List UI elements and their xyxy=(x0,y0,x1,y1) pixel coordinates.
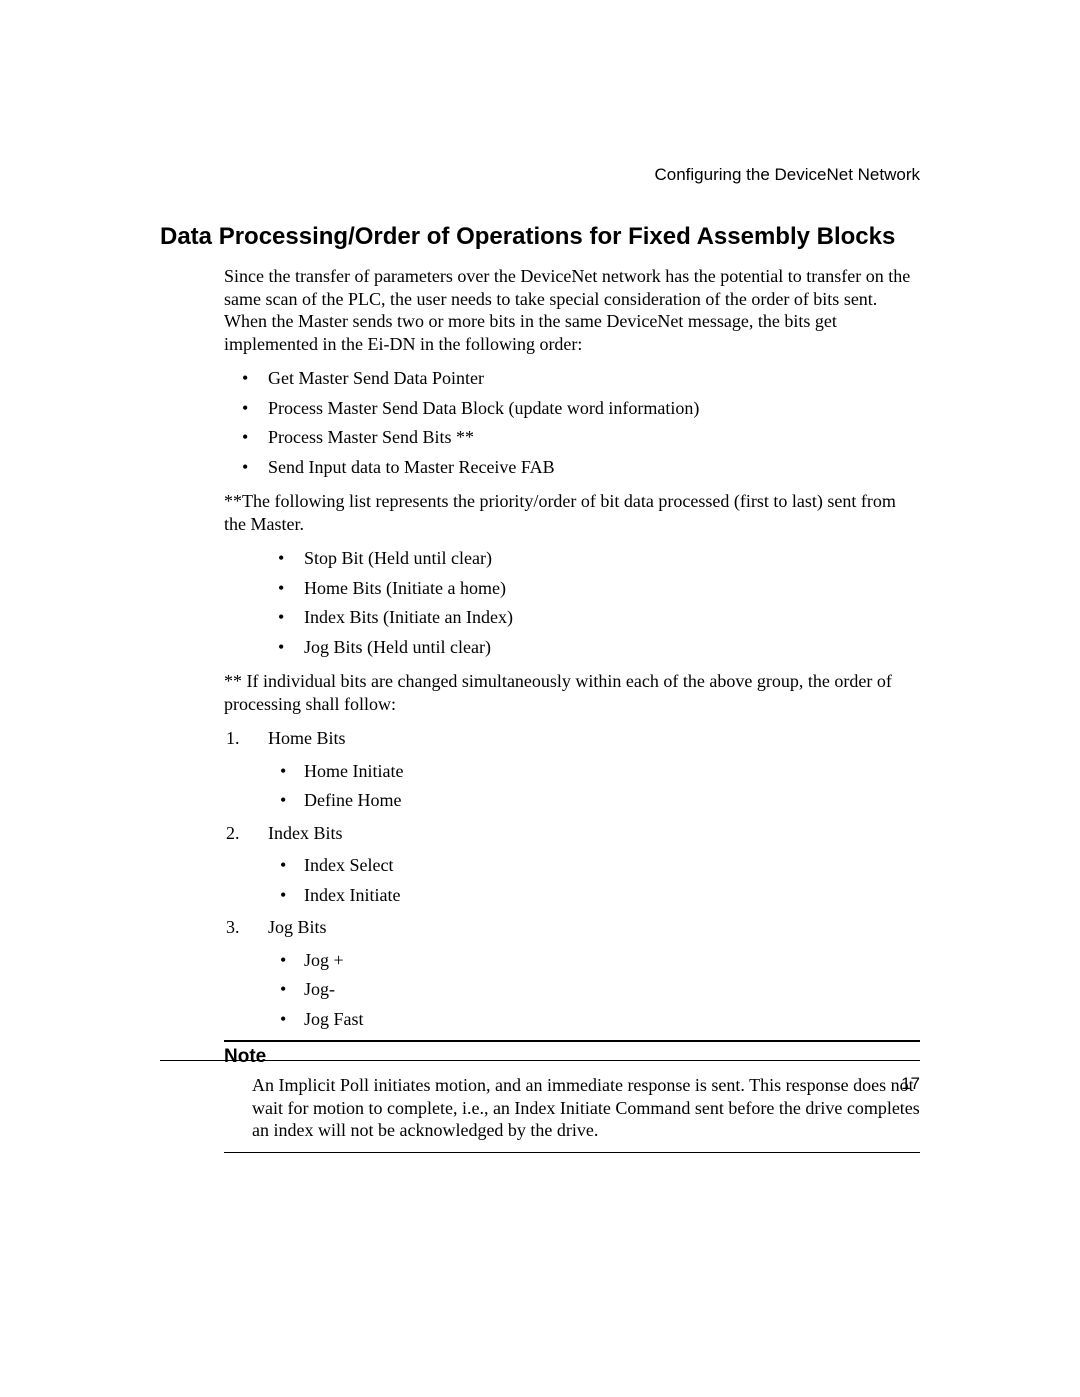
list-item: Home Bits (Initiate a home) xyxy=(260,577,920,600)
priority-list: Stop Bit (Held until clear) Home Bits (I… xyxy=(260,547,920,658)
list-item: Jog + xyxy=(268,949,920,972)
note-rule-bottom xyxy=(224,1152,920,1153)
group-label: Home Bits xyxy=(268,728,346,748)
list-item: Index Bits (Initiate an Index) xyxy=(260,606,920,629)
list-item: Get Master Send Data Pointer xyxy=(224,367,920,390)
list-item: Home Initiate xyxy=(268,760,920,783)
page-content: Configuring the DeviceNet Network Data P… xyxy=(160,165,920,1189)
running-header: Configuring the DeviceNet Network xyxy=(160,165,920,185)
list-item: Jog Bits (Held until clear) xyxy=(260,636,920,659)
list-item: Define Home xyxy=(268,789,920,812)
group-sublist: Index Select Index Initiate xyxy=(268,854,920,906)
section-body: Since the transfer of parameters over th… xyxy=(224,265,920,1153)
list-item: Stop Bit (Held until clear) xyxy=(260,547,920,570)
group-label: Index Bits xyxy=(268,823,343,843)
page-number: 17 xyxy=(160,1074,920,1094)
list-item: Index Select xyxy=(268,854,920,877)
group-item: Home Bits Home Initiate Define Home xyxy=(224,727,920,812)
group-item: Jog Bits Jog + Jog- Jog Fast xyxy=(224,916,920,1030)
group-label: Jog Bits xyxy=(268,917,327,937)
list-item: Process Master Send Bits ** xyxy=(224,426,920,449)
list-item: Send Input data to Master Receive FAB xyxy=(224,456,920,479)
footer-rule xyxy=(160,1060,920,1061)
note-rule-top xyxy=(224,1040,920,1042)
group-item: Index Bits Index Select Index Initiate xyxy=(224,822,920,907)
group-sublist: Home Initiate Define Home xyxy=(268,760,920,812)
group-sublist: Jog + Jog- Jog Fast xyxy=(268,949,920,1031)
section-title: Data Processing/Order of Operations for … xyxy=(160,223,920,251)
intro-paragraph: Since the transfer of parameters over th… xyxy=(224,265,920,355)
note-label: Note xyxy=(224,1046,920,1068)
groups-list: Home Bits Home Initiate Define Home Inde… xyxy=(224,727,920,1030)
list-item: Jog Fast xyxy=(268,1008,920,1031)
list-item: Jog- xyxy=(268,978,920,1001)
priority-intro: **The following list represents the prio… xyxy=(224,490,920,535)
list-item: Process Master Send Data Block (update w… xyxy=(224,397,920,420)
list-item: Index Initiate xyxy=(268,884,920,907)
steps-list: Get Master Send Data Pointer Process Mas… xyxy=(224,367,920,478)
group-intro: ** If individual bits are changed simult… xyxy=(224,670,920,715)
